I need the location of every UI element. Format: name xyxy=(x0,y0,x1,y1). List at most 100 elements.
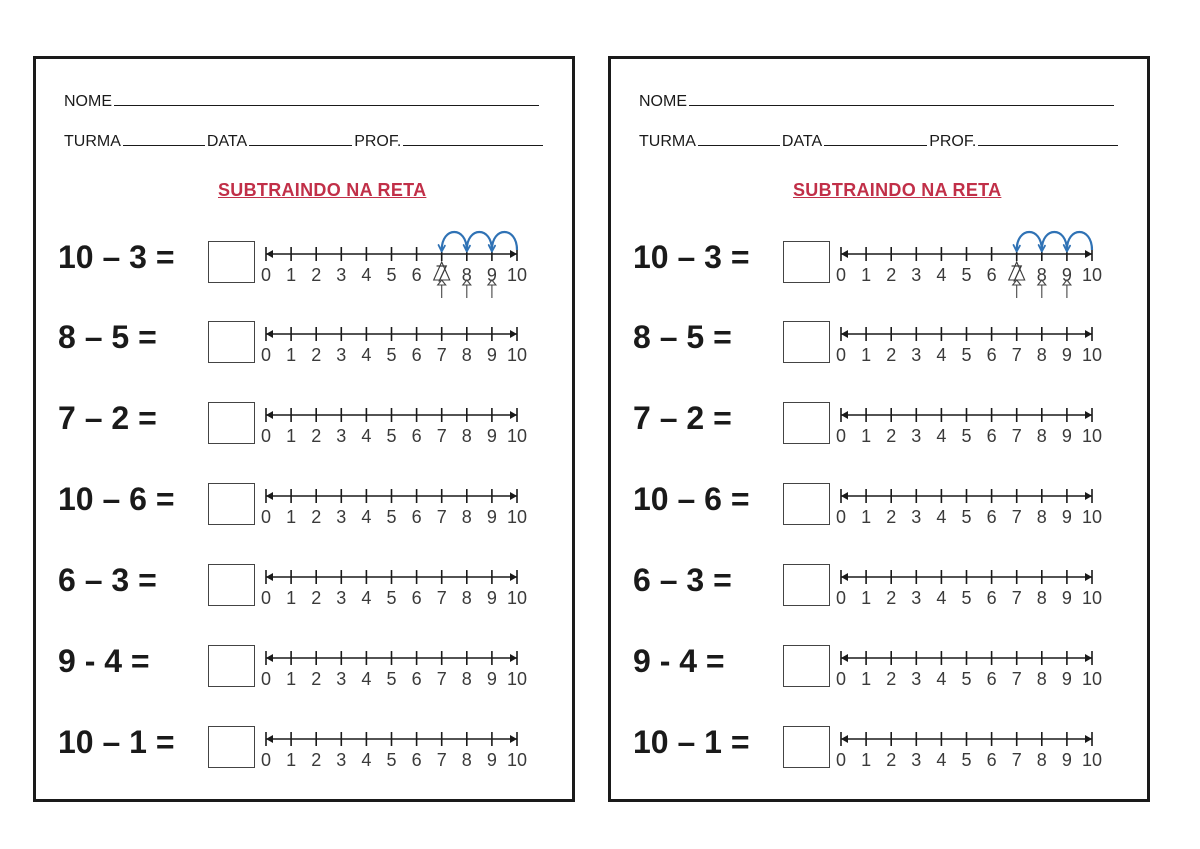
svg-text:8: 8 xyxy=(462,750,472,770)
svg-text:6: 6 xyxy=(412,507,422,527)
svg-text:10: 10 xyxy=(507,669,527,689)
svg-text:7: 7 xyxy=(437,507,447,527)
svg-text:10: 10 xyxy=(1082,750,1102,770)
svg-text:5: 5 xyxy=(961,265,971,285)
svg-text:0: 0 xyxy=(836,345,846,365)
svg-text:5: 5 xyxy=(961,507,971,527)
svg-text:6: 6 xyxy=(412,669,422,689)
svg-text:7: 7 xyxy=(437,345,447,365)
svg-text:8: 8 xyxy=(462,588,472,608)
svg-text:4: 4 xyxy=(936,265,946,285)
svg-text:7: 7 xyxy=(1012,426,1022,446)
svg-text:2: 2 xyxy=(886,426,896,446)
svg-text:0: 0 xyxy=(836,265,846,285)
svg-text:9: 9 xyxy=(1062,345,1072,365)
svg-text:5: 5 xyxy=(961,588,971,608)
svg-text:4: 4 xyxy=(936,750,946,770)
svg-text:7: 7 xyxy=(437,750,447,770)
svg-text:5: 5 xyxy=(961,426,971,446)
svg-text:6: 6 xyxy=(987,750,997,770)
svg-text:10: 10 xyxy=(1082,345,1102,365)
svg-text:3: 3 xyxy=(911,588,921,608)
svg-text:7: 7 xyxy=(1012,345,1022,365)
svg-text:9: 9 xyxy=(487,426,497,446)
svg-text:8: 8 xyxy=(462,426,472,446)
svg-text:10: 10 xyxy=(1082,265,1102,285)
svg-text:0: 0 xyxy=(836,588,846,608)
svg-text:1: 1 xyxy=(861,265,871,285)
svg-text:2: 2 xyxy=(886,345,896,365)
svg-text:10: 10 xyxy=(507,507,527,527)
svg-text:10: 10 xyxy=(507,750,527,770)
svg-text:0: 0 xyxy=(261,507,271,527)
svg-text:8: 8 xyxy=(1037,426,1047,446)
svg-text:4: 4 xyxy=(361,265,371,285)
svg-text:1: 1 xyxy=(861,669,871,689)
svg-text:4: 4 xyxy=(361,669,371,689)
svg-text:4: 4 xyxy=(361,588,371,608)
svg-text:4: 4 xyxy=(936,588,946,608)
svg-text:3: 3 xyxy=(336,426,346,446)
svg-text:7: 7 xyxy=(1012,669,1022,689)
svg-text:4: 4 xyxy=(936,345,946,365)
svg-text:2: 2 xyxy=(886,750,896,770)
svg-text:5: 5 xyxy=(961,669,971,689)
svg-text:5: 5 xyxy=(386,507,396,527)
svg-text:9: 9 xyxy=(1062,426,1072,446)
svg-text:0: 0 xyxy=(836,669,846,689)
svg-text:1: 1 xyxy=(286,265,296,285)
svg-text:5: 5 xyxy=(961,345,971,365)
svg-text:0: 0 xyxy=(261,588,271,608)
svg-text:5: 5 xyxy=(961,750,971,770)
svg-text:4: 4 xyxy=(361,345,371,365)
svg-text:6: 6 xyxy=(987,265,997,285)
svg-text:9: 9 xyxy=(487,750,497,770)
svg-text:7: 7 xyxy=(1012,588,1022,608)
svg-text:1: 1 xyxy=(286,669,296,689)
svg-text:2: 2 xyxy=(311,507,321,527)
svg-text:7: 7 xyxy=(437,426,447,446)
svg-text:1: 1 xyxy=(861,750,871,770)
svg-text:0: 0 xyxy=(261,265,271,285)
svg-text:2: 2 xyxy=(311,588,321,608)
svg-text:0: 0 xyxy=(836,750,846,770)
svg-text:2: 2 xyxy=(886,588,896,608)
svg-text:6: 6 xyxy=(412,588,422,608)
svg-text:7: 7 xyxy=(1012,750,1022,770)
svg-text:9: 9 xyxy=(487,265,497,285)
svg-text:10: 10 xyxy=(507,265,527,285)
svg-text:5: 5 xyxy=(386,669,396,689)
svg-text:7: 7 xyxy=(1012,507,1022,527)
svg-text:10: 10 xyxy=(1082,507,1102,527)
svg-text:3: 3 xyxy=(336,265,346,285)
svg-text:10: 10 xyxy=(1082,426,1102,446)
svg-text:10: 10 xyxy=(507,588,527,608)
svg-text:10: 10 xyxy=(507,345,527,365)
svg-text:0: 0 xyxy=(261,669,271,689)
svg-text:5: 5 xyxy=(386,345,396,365)
svg-text:8: 8 xyxy=(1037,265,1047,285)
svg-text:8: 8 xyxy=(1037,588,1047,608)
svg-text:3: 3 xyxy=(336,588,346,608)
svg-text:0: 0 xyxy=(261,426,271,446)
svg-text:9: 9 xyxy=(1062,265,1072,285)
svg-text:5: 5 xyxy=(386,426,396,446)
svg-text:6: 6 xyxy=(987,588,997,608)
svg-text:2: 2 xyxy=(311,426,321,446)
svg-text:3: 3 xyxy=(911,669,921,689)
svg-text:4: 4 xyxy=(936,669,946,689)
svg-text:1: 1 xyxy=(286,507,296,527)
svg-text:1: 1 xyxy=(861,507,871,527)
svg-text:8: 8 xyxy=(1037,750,1047,770)
svg-text:9: 9 xyxy=(1062,669,1072,689)
svg-text:2: 2 xyxy=(886,507,896,527)
svg-text:8: 8 xyxy=(462,669,472,689)
svg-text:8: 8 xyxy=(462,507,472,527)
svg-text:2: 2 xyxy=(886,669,896,689)
svg-text:2: 2 xyxy=(311,669,321,689)
svg-text:4: 4 xyxy=(361,426,371,446)
svg-text:3: 3 xyxy=(336,669,346,689)
svg-text:1: 1 xyxy=(286,426,296,446)
svg-text:3: 3 xyxy=(911,426,921,446)
svg-text:0: 0 xyxy=(261,345,271,365)
